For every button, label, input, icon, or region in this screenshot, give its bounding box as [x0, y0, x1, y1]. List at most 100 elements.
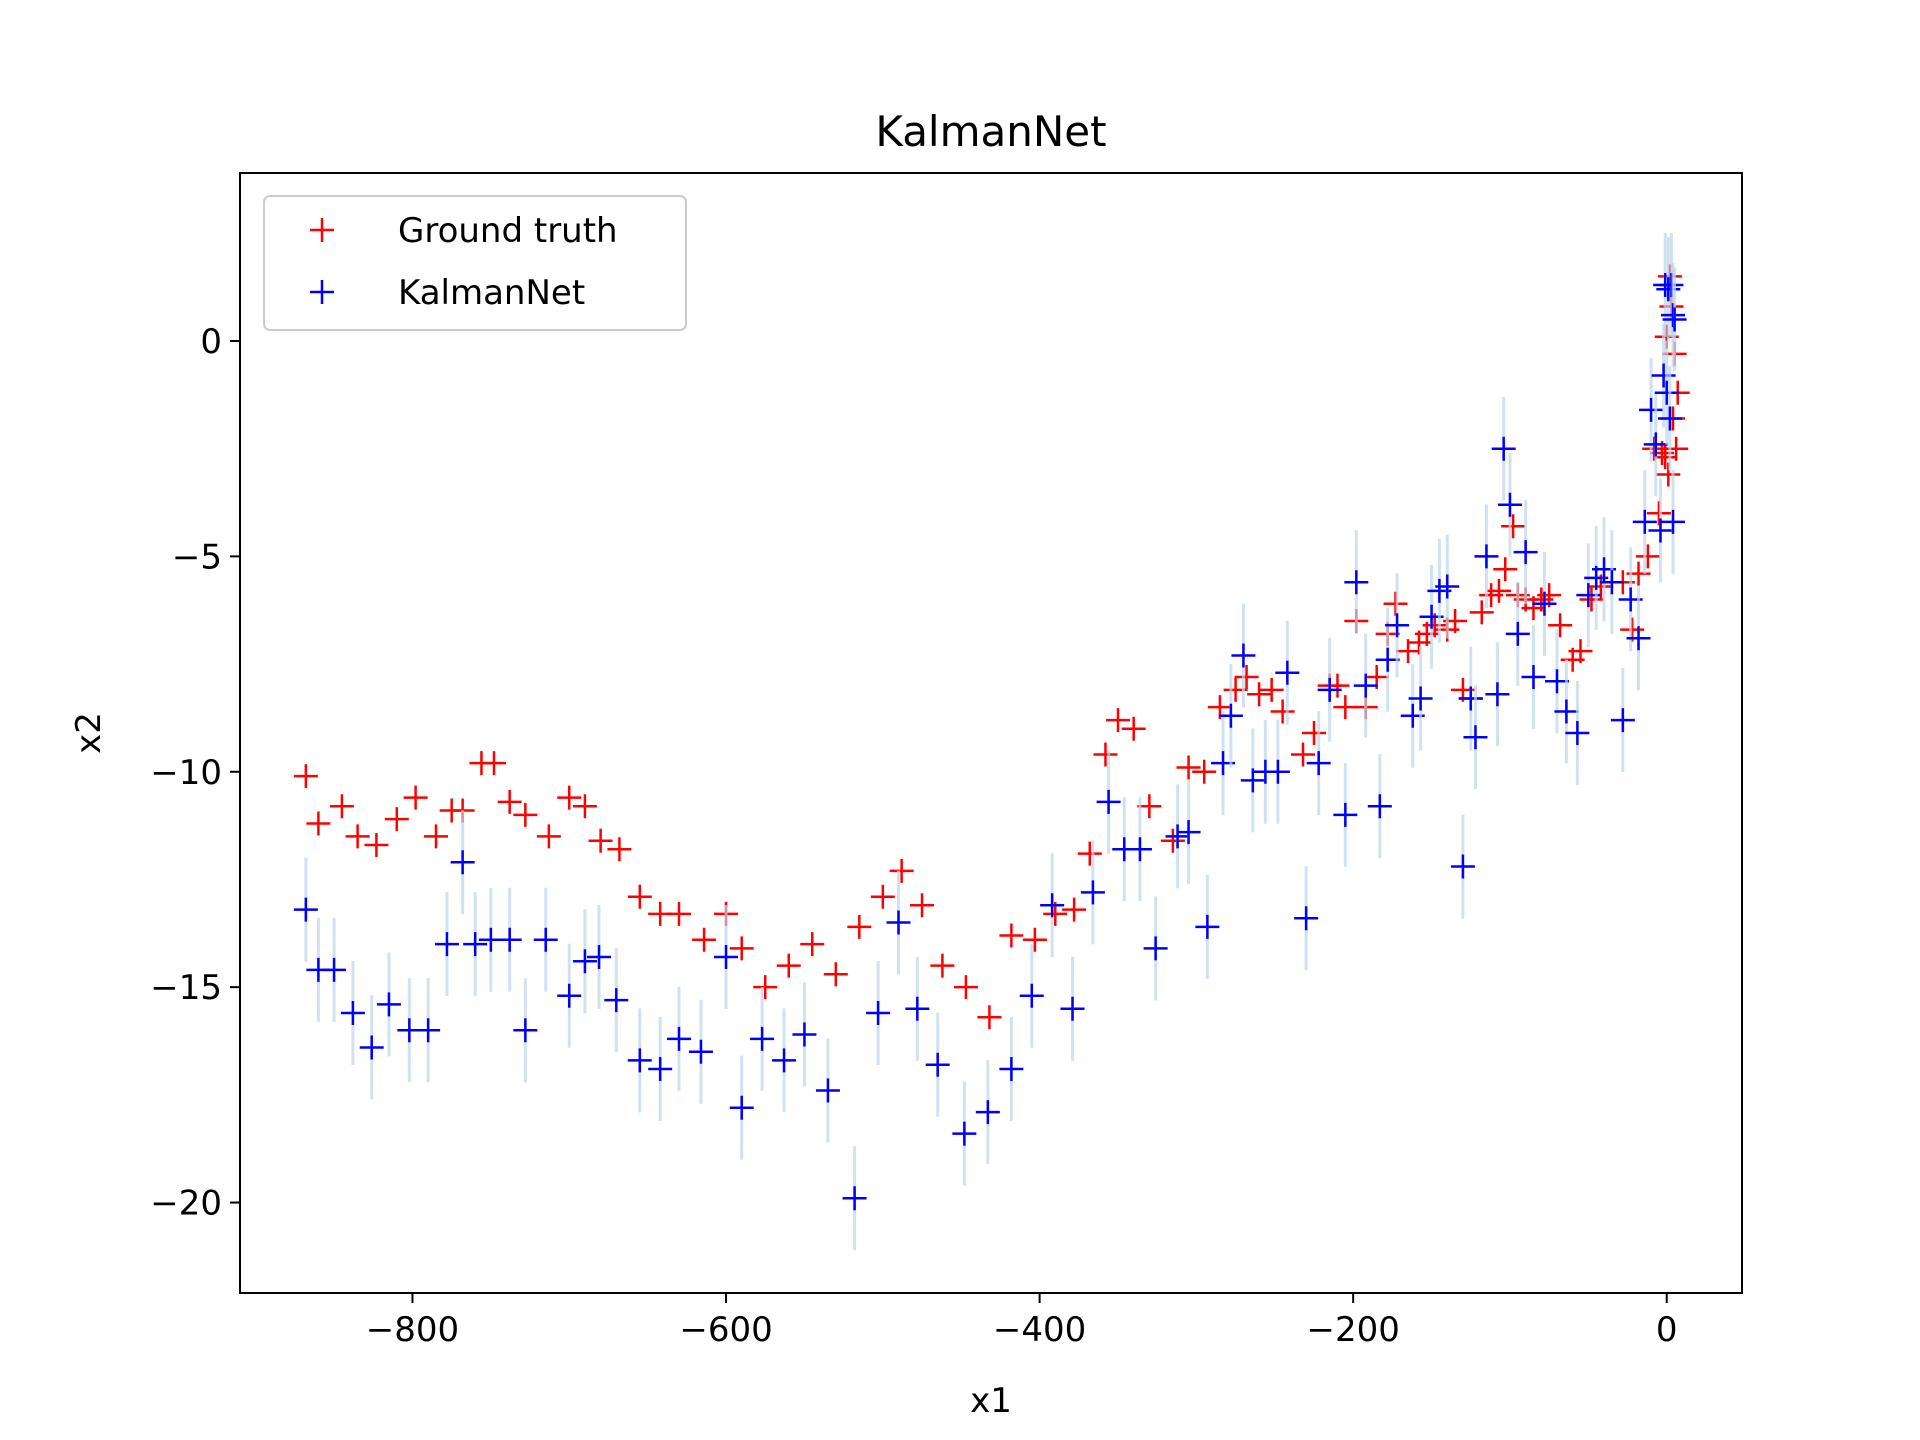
- legend-entry-kalmannet: KalmanNet: [310, 273, 585, 313]
- data-point: [1294, 906, 1319, 931]
- data-point: [1501, 514, 1526, 539]
- data-point: [666, 1026, 691, 1051]
- plot-frame: [239, 172, 1743, 1294]
- data-point: [1554, 699, 1579, 724]
- data-point: [1317, 677, 1342, 702]
- data-point: [1301, 721, 1326, 745]
- data-point: [776, 953, 801, 978]
- data-point: [1485, 682, 1510, 707]
- data-point: [293, 897, 318, 922]
- data-point: [930, 953, 955, 978]
- data-point: [1234, 665, 1259, 689]
- data-point: [1019, 983, 1044, 1008]
- data-point: [1077, 841, 1102, 866]
- legend-marker-ground-truth: [310, 218, 334, 242]
- data-point: [1333, 802, 1358, 827]
- data-point: [666, 901, 691, 926]
- data-point: [999, 923, 1024, 948]
- data-point: [870, 884, 895, 909]
- ticks-layer: −800 −600 −400 −200 0 0 −5 −10 −15 −20: [150, 322, 1677, 1350]
- data-point: [604, 988, 629, 1013]
- data-point: [329, 794, 354, 819]
- data-point: [1176, 755, 1201, 780]
- data-point: [815, 1078, 840, 1103]
- data-point: [1651, 363, 1676, 388]
- data-point: [1450, 854, 1475, 879]
- data-point: [1497, 492, 1522, 517]
- data-point: [1565, 721, 1590, 745]
- data-point: [627, 1048, 652, 1073]
- data-point: [729, 1095, 754, 1120]
- data-point: [1659, 273, 1684, 297]
- data-point: [572, 949, 597, 974]
- data-point: [886, 910, 911, 935]
- data-point: [1062, 897, 1087, 922]
- data-point: [1367, 794, 1392, 819]
- data-point: [1165, 824, 1190, 849]
- data-point: [627, 884, 652, 909]
- data-point: [359, 1035, 384, 1060]
- data-point: [889, 858, 914, 883]
- data-point: [345, 824, 370, 849]
- data-point: [1469, 600, 1494, 625]
- data-point: [1532, 591, 1557, 616]
- data-point: [1661, 509, 1686, 534]
- series-kalmannet: [293, 233, 1687, 1251]
- legend-box: [263, 195, 687, 331]
- data-point: [823, 962, 848, 987]
- data-point: [1022, 927, 1047, 952]
- legend-entry-ground-truth: Ground truth: [310, 211, 618, 251]
- data-point: [792, 1022, 817, 1047]
- data-point: [1127, 837, 1152, 862]
- data-point: [925, 1052, 950, 1077]
- data-point: [1648, 518, 1673, 543]
- data-point: [1060, 996, 1085, 1021]
- data-point: [977, 1005, 1002, 1030]
- data-point: [513, 1018, 538, 1043]
- data-point: [753, 975, 778, 1000]
- data-point: [1306, 751, 1331, 776]
- data-point: [587, 945, 612, 969]
- data-point: [1458, 686, 1483, 711]
- legend-marker-kalmannet: [310, 280, 334, 304]
- data-point: [1291, 742, 1315, 767]
- data-point: [1270, 699, 1295, 724]
- legend: Ground truth KalmanNet: [263, 195, 687, 331]
- data-point: [1195, 914, 1220, 939]
- data-point: [423, 824, 448, 849]
- data-point: [1656, 277, 1681, 302]
- data-point: [1664, 436, 1689, 461]
- data-point: [340, 1001, 365, 1025]
- data-point: [1579, 587, 1604, 612]
- data-point: [376, 992, 401, 1017]
- data-point: [847, 914, 872, 939]
- x-axis-label: x1: [970, 1381, 1012, 1421]
- data-point: [866, 1001, 891, 1025]
- data-point: [688, 1039, 713, 1064]
- x-tick-label: −800: [366, 1310, 459, 1350]
- data-point: [714, 945, 739, 969]
- data-point: [1096, 789, 1121, 814]
- data-point: [364, 833, 389, 857]
- data-point: [533, 927, 558, 952]
- data-point: [1486, 578, 1511, 603]
- data-point: [322, 957, 347, 982]
- data-point: [1639, 397, 1664, 422]
- points-layer: [293, 233, 1690, 1251]
- data-point: [1643, 432, 1668, 457]
- data-point: [999, 1057, 1024, 1081]
- data-point: [1218, 703, 1243, 728]
- data-point: [1657, 406, 1682, 431]
- data-point: [1435, 574, 1460, 599]
- legend-label-ground-truth: Ground truth: [398, 211, 618, 251]
- data-point: [557, 983, 582, 1008]
- data-point: [416, 1018, 441, 1043]
- data-point: [1656, 462, 1681, 487]
- data-point: [1265, 759, 1290, 784]
- data-point: [1231, 643, 1256, 668]
- data-point: [910, 893, 935, 918]
- data-point: [1093, 742, 1118, 767]
- data-point: [1106, 708, 1130, 733]
- data-point: [842, 1186, 867, 1211]
- legend-label-kalmannet: KalmanNet: [398, 273, 585, 313]
